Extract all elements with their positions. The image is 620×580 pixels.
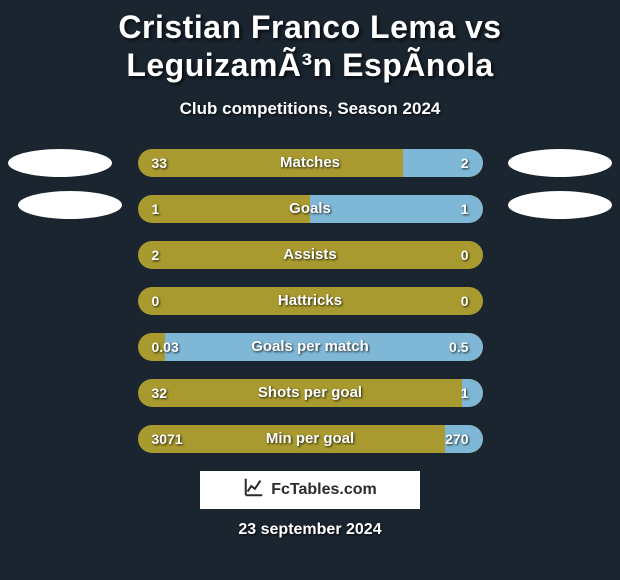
stat-bar-row: 0Hattricks0 [138, 287, 483, 315]
stat-bar-row: 2Assists0 [138, 241, 483, 269]
source-badge: FcTables.com [200, 471, 420, 509]
player-oval-left-2 [18, 191, 122, 219]
stat-bar-row: 33Matches2 [138, 149, 483, 177]
player-oval-right-2 [508, 191, 612, 219]
stat-value-right: 1 [461, 195, 469, 223]
stat-label: Goals per match [138, 333, 483, 361]
player-oval-right-1 [508, 149, 612, 177]
stat-bar-row: 3071Min per goal270 [138, 425, 483, 453]
stat-label: Shots per goal [138, 379, 483, 407]
stat-label: Matches [138, 149, 483, 177]
stat-bar-row: 1Goals1 [138, 195, 483, 223]
chart-icon [243, 476, 265, 503]
stat-value-right: 1 [461, 379, 469, 407]
player-oval-left-1 [8, 149, 112, 177]
stat-value-right: 270 [445, 425, 468, 453]
stat-label: Goals [138, 195, 483, 223]
stat-value-right: 2 [461, 149, 469, 177]
stat-label: Assists [138, 241, 483, 269]
stat-value-right: 0.5 [449, 333, 468, 361]
date-label: 23 september 2024 [0, 521, 620, 539]
stat-bar-row: 32Shots per goal1 [138, 379, 483, 407]
stat-value-right: 0 [461, 287, 469, 315]
stat-value-right: 0 [461, 241, 469, 269]
stat-label: Hattricks [138, 287, 483, 315]
source-badge-text: FcTables.com [271, 481, 377, 499]
stat-bar-row: 0.03Goals per match0.5 [138, 333, 483, 361]
page-title: Cristian Franco Lema vs LeguizamÃ³n EspÃ… [0, 0, 620, 85]
page-subtitle: Club competitions, Season 2024 [0, 99, 620, 119]
stat-label: Min per goal [138, 425, 483, 453]
stat-bars-container: 33Matches21Goals12Assists00Hattricks00.0… [138, 149, 483, 453]
comparison-content: 33Matches21Goals12Assists00Hattricks00.0… [0, 149, 620, 453]
